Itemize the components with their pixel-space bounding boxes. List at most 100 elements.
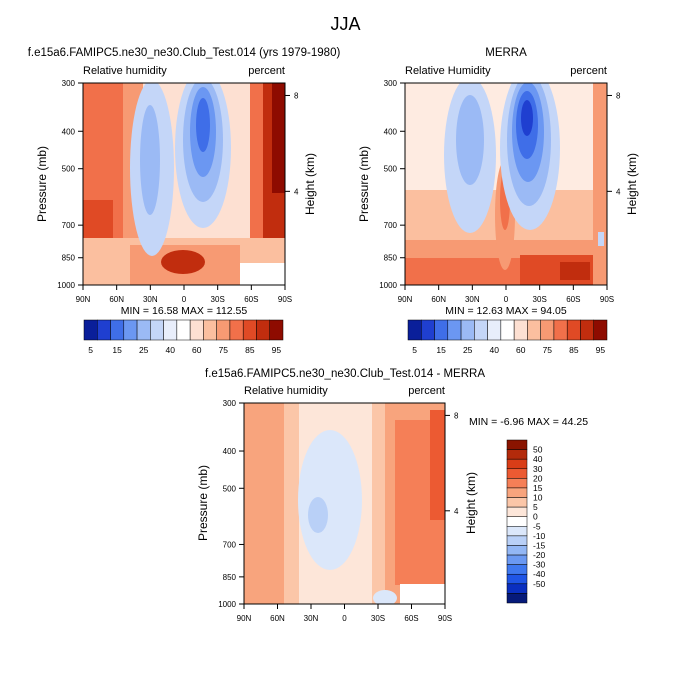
colorbar-label: 40 — [165, 345, 175, 355]
colorbar-swatch — [110, 319, 125, 341]
colorbar-label: 5 — [533, 502, 538, 512]
colorbar-swatch — [527, 319, 541, 341]
small-dry-patch — [598, 232, 604, 246]
colorbar-label: -5 — [533, 521, 541, 531]
colorbar-swatch — [566, 319, 581, 341]
colorbar-swatch — [500, 319, 515, 341]
colorbar-swatch — [506, 478, 528, 489]
colorbar-swatch — [506, 583, 528, 594]
colorbar-swatch — [229, 319, 244, 341]
colorbar-label: 15 — [533, 483, 543, 493]
colorbar-label: 15 — [112, 345, 122, 355]
y-tick-label: 400 — [62, 127, 76, 136]
colorbar-swatch — [83, 319, 98, 341]
nh-positive-core — [244, 403, 284, 604]
heatmap-field — [83, 83, 285, 285]
y-tick-label: 850 — [223, 573, 237, 582]
y-tick-label: 400 — [384, 127, 398, 136]
colorbar-swatch — [474, 319, 488, 341]
x-tick-label: 60N — [109, 295, 124, 304]
colorbar-swatch — [176, 319, 191, 341]
y-axis-label: Pressure (mb) — [35, 146, 49, 222]
negative-region — [298, 430, 362, 570]
colorbar-swatch — [506, 516, 528, 527]
colorbar-label: 25 — [139, 345, 149, 355]
colorbar: 5 15 25 40 60 75 85 95 — [407, 319, 608, 355]
colorbar-swatch — [216, 319, 231, 341]
colorbar-label: 30 — [533, 464, 543, 474]
figure-title: JJA — [330, 14, 360, 34]
colorbar-label: 5 — [412, 345, 417, 355]
heatmap-field — [405, 83, 607, 285]
colorbar-swatch — [553, 319, 568, 341]
colorbar-label: 75 — [543, 345, 553, 355]
colorbar-label: 40 — [489, 345, 499, 355]
x-tick-label: 90S — [600, 295, 614, 304]
colorbar-label: 0 — [533, 512, 538, 522]
colorbar-swatch — [593, 319, 608, 341]
colorbar-swatch — [506, 468, 528, 479]
y-tick-label: 700 — [384, 221, 398, 230]
x-tick-label: 90N — [76, 295, 91, 304]
dry-tongue-sh-core — [196, 98, 210, 152]
x-tick-label: 90S — [278, 295, 292, 304]
colorbar-swatch — [421, 319, 435, 341]
colorbar-swatch — [580, 319, 594, 341]
colorbar-label: 85 — [245, 345, 255, 355]
moist-region-sh-max — [272, 83, 285, 193]
y-axis-label: Pressure (mb) — [196, 465, 210, 541]
colorbar-swatch — [447, 319, 462, 341]
panel-left-label: Relative humidity — [83, 65, 167, 77]
y2-axis-label: Height (km) — [303, 153, 317, 215]
sh-boundary-max — [560, 262, 590, 280]
y-tick-label: 300 — [384, 79, 398, 88]
colorbar-label: -20 — [533, 550, 546, 560]
x-tick-label: 60N — [270, 614, 285, 623]
panel-right-label: percent — [248, 65, 285, 77]
colorbar-label: 95 — [596, 345, 606, 355]
y2-axis-label: Height (km) — [625, 153, 639, 215]
colorbar-label: 75 — [219, 345, 229, 355]
colorbar-label: -30 — [533, 560, 546, 570]
colorbar-label: 40 — [533, 454, 543, 464]
panel-title: f.e15a6.FAMIPC5.ne30_ne30.Club_Test.014 … — [28, 47, 341, 59]
colorbar-swatch — [506, 593, 528, 604]
x-tick-label: 0 — [342, 614, 347, 623]
colorbar-swatch — [513, 319, 528, 341]
x-tick-label: 90N — [237, 614, 252, 623]
y2-tick-label: 8 — [616, 91, 621, 100]
colorbar-label: 5 — [88, 345, 93, 355]
colorbar-swatch — [506, 497, 528, 508]
dry-tongue-sh-core — [521, 100, 533, 136]
colorbar-swatch — [506, 487, 528, 498]
panel-left-label: Relative humidity — [244, 385, 328, 397]
y2-axis-label: Height (km) — [464, 472, 478, 534]
colorbar-swatch — [506, 526, 528, 537]
x-tick-label: 30N — [143, 295, 158, 304]
y2-tick-label: 4 — [294, 187, 299, 196]
colorbar-swatch — [163, 319, 178, 341]
y-tick-label: 850 — [384, 254, 398, 263]
missing-data-mask — [240, 263, 285, 285]
x-tick-label: 60N — [431, 295, 446, 304]
y-tick-label: 400 — [223, 447, 237, 456]
panel-right-label: percent — [570, 65, 607, 77]
y2-tick-label: 4 — [616, 187, 621, 196]
panel-difference: f.e15a6.FAMIPC5.ne30_ne30.Club_Test.014 … — [196, 368, 588, 623]
x-tick-label: 60S — [566, 295, 580, 304]
colorbar-swatch — [506, 449, 528, 460]
colorbar-swatch — [407, 319, 422, 341]
colorbar-swatch — [150, 319, 164, 341]
min-max-stats: MIN = 12.63 MAX = 94.05 — [445, 305, 567, 317]
panel-model: f.e15a6.FAMIPC5.ne30_ne30.Club_Test.014 … — [28, 47, 341, 355]
y-tick-label: 850 — [62, 254, 76, 263]
colorbar-label: 10 — [533, 493, 543, 503]
colorbar-swatch — [460, 319, 475, 341]
y-tick-label: 500 — [62, 165, 76, 174]
y-tick-label: 1000 — [57, 281, 75, 290]
colorbar-swatch — [203, 319, 217, 341]
